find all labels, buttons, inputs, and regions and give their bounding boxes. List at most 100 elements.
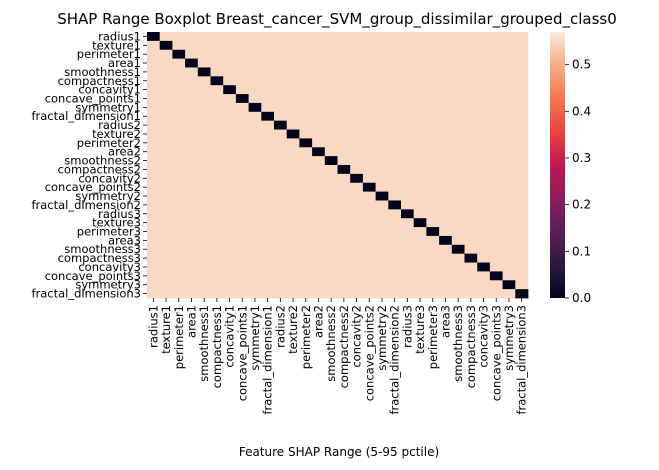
heatmap-cell bbox=[401, 85, 415, 95]
y-tick-label: concave_points2 bbox=[45, 180, 141, 194]
heatmap-cell bbox=[439, 138, 453, 148]
heatmap-cell bbox=[248, 102, 262, 113]
heatmap-cell bbox=[172, 129, 186, 139]
heatmap-cell bbox=[451, 165, 465, 175]
x-tick-labels: radius1texture1perimeter1area1smoothness… bbox=[146, 298, 529, 415]
heatmap-cell bbox=[388, 182, 402, 192]
heatmap-cell bbox=[159, 244, 173, 255]
x-tick-label: concave_points1 bbox=[235, 305, 249, 401]
heatmap-cell bbox=[413, 209, 427, 219]
heatmap-cell bbox=[426, 244, 440, 255]
x-tick-label: fractal_dimension2 bbox=[388, 305, 402, 415]
heatmap-cell bbox=[185, 200, 199, 210]
heatmap-cell bbox=[426, 58, 440, 68]
x-tick-label: perimeter3 bbox=[426, 305, 440, 369]
heatmap-cell bbox=[235, 67, 249, 77]
heatmap-cell bbox=[261, 200, 275, 210]
x-axis-label: Feature SHAP Range (5-95 pctile) bbox=[239, 445, 439, 459]
heatmap-cell bbox=[147, 200, 161, 210]
heatmap-cell bbox=[502, 289, 516, 299]
heatmap-cell bbox=[312, 173, 326, 184]
heatmap-cell bbox=[185, 289, 199, 299]
heatmap-cell bbox=[502, 262, 516, 272]
heatmap-cell bbox=[185, 49, 199, 59]
heatmap-cell bbox=[362, 227, 376, 237]
heatmap-cell bbox=[159, 85, 173, 95]
heatmap-cell bbox=[172, 111, 186, 122]
heatmap-cell bbox=[223, 58, 237, 68]
heatmap-cell bbox=[502, 111, 516, 122]
heatmap-cell bbox=[159, 138, 173, 148]
heatmap-cell bbox=[274, 182, 288, 192]
heatmap-cell bbox=[147, 253, 161, 263]
heatmap-cell bbox=[413, 147, 427, 157]
heatmap-cell bbox=[362, 111, 376, 122]
heatmap-cell bbox=[210, 120, 224, 130]
heatmap-cell bbox=[451, 156, 465, 166]
heatmap-cell bbox=[274, 227, 288, 237]
heatmap-cell bbox=[147, 182, 161, 192]
heatmap-cell bbox=[197, 200, 211, 210]
heatmap-cell bbox=[274, 218, 288, 228]
y-tick-label: compactness3 bbox=[58, 251, 141, 265]
heatmap-cell bbox=[451, 271, 465, 281]
heatmap-cell bbox=[223, 280, 237, 290]
heatmap-cell bbox=[274, 289, 288, 299]
heatmap-cell bbox=[401, 235, 415, 246]
heatmap-cell bbox=[439, 244, 453, 255]
heatmap-cell bbox=[210, 218, 224, 228]
heatmap-cell bbox=[274, 49, 288, 59]
heatmap-cell bbox=[147, 235, 161, 246]
heatmap-cell bbox=[210, 289, 224, 299]
heatmap-cell bbox=[223, 227, 237, 237]
heatmap-cell bbox=[261, 120, 275, 130]
heatmap-cell bbox=[210, 94, 224, 104]
heatmap-cell bbox=[477, 111, 491, 122]
heatmap-cell bbox=[248, 244, 262, 255]
heatmap-cell bbox=[489, 173, 503, 184]
heatmap-cell bbox=[426, 182, 440, 192]
heatmap-cell bbox=[401, 253, 415, 263]
heatmap-cell bbox=[324, 111, 338, 122]
heatmap-cell bbox=[185, 244, 199, 255]
y-tick-label: compactness1 bbox=[58, 74, 141, 88]
heatmap-cell bbox=[401, 165, 415, 175]
heatmap-cell bbox=[159, 94, 173, 104]
heatmap-cell bbox=[299, 129, 313, 139]
heatmap-cell bbox=[502, 218, 516, 228]
heatmap-cell bbox=[185, 67, 199, 77]
heatmap-cell bbox=[286, 32, 300, 42]
heatmap-cell bbox=[350, 102, 364, 113]
heatmap-cell bbox=[388, 32, 402, 42]
heatmap-cell bbox=[185, 271, 199, 281]
heatmap-cell bbox=[210, 262, 224, 272]
heatmap-cell bbox=[312, 76, 326, 86]
heatmap-cell bbox=[451, 182, 465, 192]
heatmap-cell bbox=[502, 76, 516, 86]
heatmap-cell bbox=[210, 209, 224, 219]
heatmap-cell bbox=[350, 76, 364, 86]
heatmap-cell bbox=[375, 280, 389, 290]
heatmap-cell bbox=[147, 58, 161, 68]
heatmap-cell bbox=[464, 262, 478, 272]
heatmap-cell bbox=[350, 94, 364, 104]
heatmap-cell bbox=[350, 227, 364, 237]
heatmap-cell bbox=[197, 173, 211, 184]
x-tick-label: concavity2 bbox=[350, 305, 364, 368]
heatmap-cell bbox=[261, 182, 275, 192]
heatmap-cell bbox=[172, 32, 186, 42]
heatmap-cell bbox=[185, 253, 199, 263]
x-tick-label: fractal_dimension3 bbox=[515, 305, 529, 415]
heatmap-cell bbox=[274, 209, 288, 219]
heatmap-cell bbox=[401, 280, 415, 290]
heatmap-cell bbox=[312, 58, 326, 68]
heatmap-cell bbox=[515, 67, 529, 77]
heatmap-cell bbox=[362, 253, 376, 263]
heatmap-cell bbox=[197, 280, 211, 290]
heatmap-cell bbox=[248, 209, 262, 219]
heatmap-cell bbox=[185, 165, 199, 175]
heatmap-cell bbox=[274, 147, 288, 157]
heatmap-cell bbox=[451, 244, 465, 255]
heatmap-cell bbox=[299, 40, 313, 51]
heatmap-cell bbox=[515, 271, 529, 281]
